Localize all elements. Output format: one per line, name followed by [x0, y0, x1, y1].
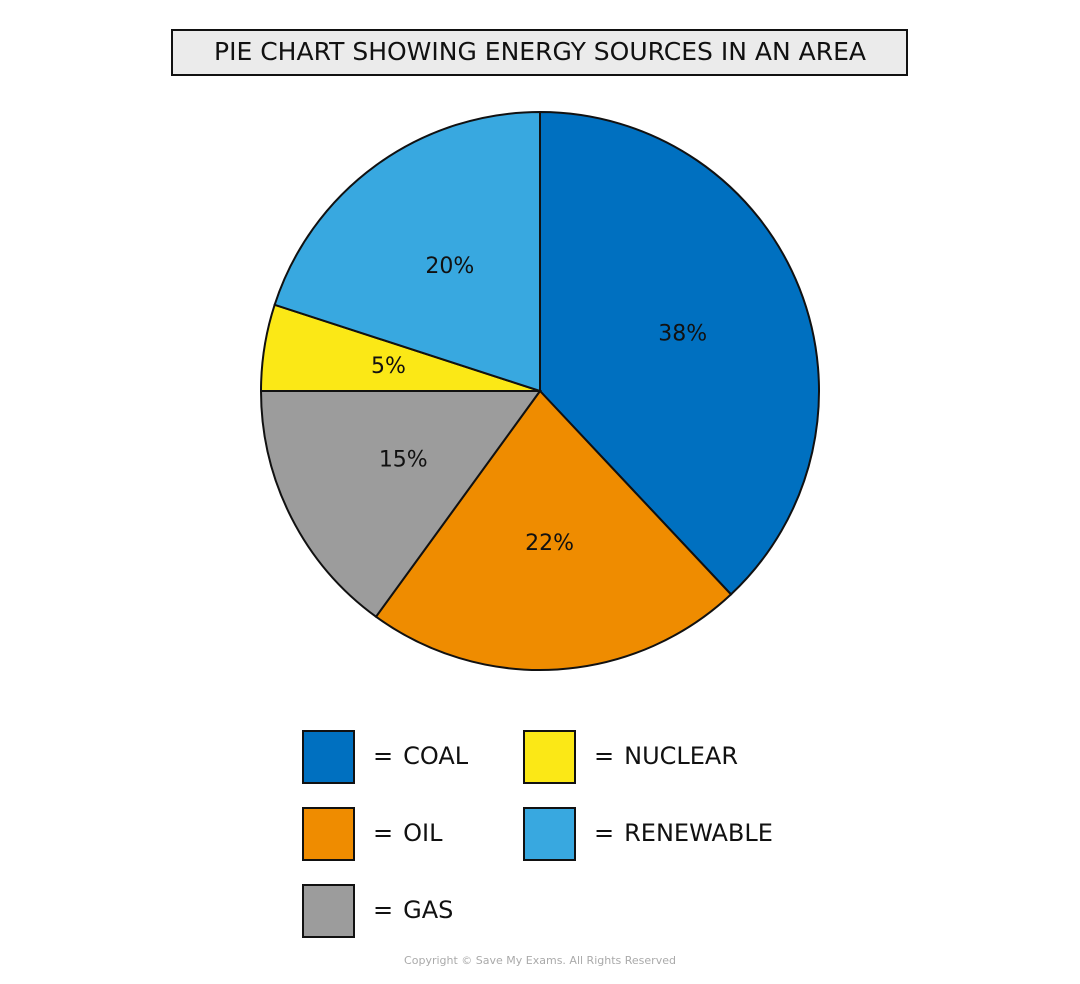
- slice-label: 15%: [379, 448, 428, 473]
- legend-label: = OIL: [373, 819, 443, 847]
- slice-label: 38%: [658, 322, 707, 347]
- pie-slice: [273, 110, 541, 393]
- title-box: [171, 29, 908, 76]
- legend-swatch: [302, 730, 355, 784]
- legend-label: = GAS: [373, 896, 453, 924]
- legend-prefix: =: [373, 742, 393, 770]
- legend-name: RENEWABLE: [624, 819, 773, 847]
- footer: Copyright © Save My Exams. All Rights Re…: [404, 954, 676, 967]
- legend-label: = RENEWABLE: [594, 819, 773, 847]
- legend-swatch: [523, 807, 576, 861]
- legend-prefix: =: [373, 819, 393, 847]
- slice-label: 20%: [425, 254, 474, 279]
- legend-swatch: [523, 730, 576, 784]
- pie-slice: [539, 110, 820, 596]
- slice-label: 5%: [371, 354, 406, 379]
- legend-name: COAL: [403, 742, 469, 770]
- legend-prefix: =: [373, 896, 393, 924]
- legend-name: NUCLEAR: [624, 742, 738, 770]
- legend-name: GAS: [403, 896, 453, 924]
- legend-prefix: =: [594, 742, 614, 770]
- legend-prefix: =: [594, 819, 614, 847]
- legend-label: = COAL: [373, 742, 469, 770]
- legend-swatch: [302, 884, 355, 938]
- legend-name: OIL: [403, 819, 443, 847]
- pie-slice: [259, 390, 542, 619]
- legend-label: = NUCLEAR: [594, 742, 738, 770]
- pie-slice: [374, 389, 733, 671]
- legend-swatch: [302, 807, 355, 861]
- chart-title: PIE CHART SHOWING ENERGY SOURCES IN AN A…: [214, 37, 866, 66]
- slice-label: 22%: [525, 531, 574, 556]
